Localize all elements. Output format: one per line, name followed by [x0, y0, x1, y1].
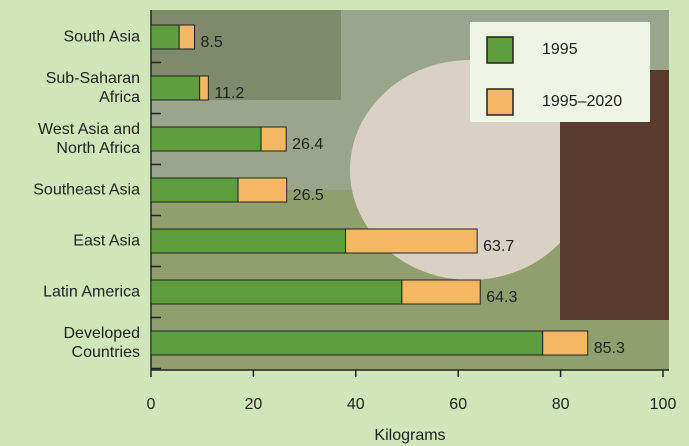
bar-segment [150, 228, 347, 254]
x-tick-label: 40 [347, 396, 365, 413]
bar-segment [401, 279, 481, 305]
bar-segment [150, 279, 403, 305]
total-label: 64.3 [486, 289, 517, 306]
total-label: 11.2 [214, 85, 244, 102]
bar-segment [150, 330, 544, 356]
total-label: 26.4 [292, 136, 323, 153]
category-label: South Asia [63, 28, 141, 46]
bar-segment [542, 330, 589, 356]
bar-segment [150, 75, 201, 101]
category-label: Southeast Asia [33, 181, 140, 199]
category-label: East Asia [73, 232, 140, 250]
x-tick-label: 100 [650, 396, 677, 413]
legend-label: 1995–2020 [542, 93, 622, 110]
bar-segment [345, 228, 478, 254]
total-label: 26.5 [293, 187, 324, 204]
total-label: 63.7 [483, 238, 514, 255]
legend-swatch [486, 88, 514, 116]
x-tick-label: 20 [245, 396, 263, 413]
legend-swatch [486, 36, 514, 64]
total-label: 85.3 [594, 340, 625, 357]
bar-segment [199, 75, 209, 101]
bar-segment [178, 24, 196, 50]
bar-segment [150, 126, 262, 152]
category-label: Sub-Saharan Africa [45, 70, 140, 106]
bar-segment [150, 177, 239, 203]
x-tick-label: 0 [147, 396, 156, 413]
x-axis-label: Kilograms [374, 427, 445, 444]
category-label: Latin America [43, 283, 140, 301]
x-tick-label: 80 [552, 396, 570, 413]
category-label: Developed Countries [63, 325, 141, 361]
bar-segment [260, 126, 287, 152]
x-tick-label: 60 [449, 396, 467, 413]
bar-segment [150, 24, 180, 50]
total-label: 8.5 [201, 34, 223, 51]
category-label: West Asia and North Africa [38, 121, 140, 157]
bar-segment [237, 177, 288, 203]
legend-label: 1995 [542, 41, 578, 58]
